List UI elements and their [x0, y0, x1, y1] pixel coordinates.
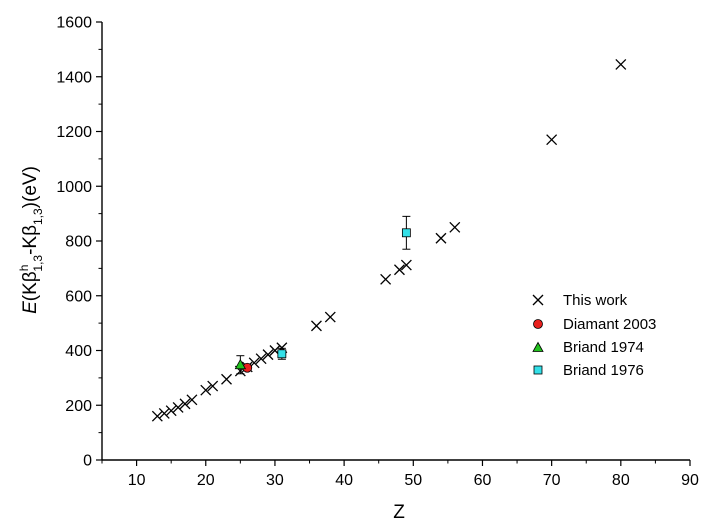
- x-tick-label: 90: [681, 472, 699, 489]
- data-point-this-work: [400, 259, 412, 271]
- legend-label-this-work: This work: [563, 292, 628, 309]
- legend-label-briand-1976: Briand 1976: [563, 362, 644, 379]
- data-point-this-work: [221, 373, 232, 385]
- x-tick-label: 70: [543, 472, 561, 489]
- x-tick-label: 60: [474, 472, 492, 489]
- data-point-this-work: [158, 408, 170, 419]
- x-axis-title: Z: [393, 502, 405, 523]
- legend-marker-briand-1974: [532, 341, 544, 352]
- data-point-this-work: [200, 384, 212, 396]
- data-point-briand-1974: [234, 358, 247, 370]
- data-point-this-work: [449, 221, 461, 233]
- y-tick-label: 1600: [56, 15, 92, 32]
- axes: [101, 22, 690, 461]
- y-axis-title-sub2: 1,3: [31, 208, 45, 225]
- x-tick-label: 80: [612, 472, 630, 489]
- y-tick-label: 1000: [56, 179, 92, 196]
- legend-label-diamant-2003: Diamant 2003: [563, 316, 656, 333]
- data-point-this-work: [151, 410, 163, 422]
- error-bars: [236, 215, 411, 375]
- data-point-this-work: [165, 405, 177, 417]
- y-tick-label: 400: [65, 343, 92, 360]
- data-point-briand-1976: [401, 228, 411, 238]
- y-tick-label: 800: [65, 234, 92, 251]
- y-tick-label: 1200: [56, 124, 92, 141]
- legend-marker-this-work: [532, 294, 544, 306]
- y-axis-title-mid: -Kβ: [20, 225, 41, 255]
- data-point-this-work: [172, 401, 184, 413]
- data-point-this-work: [435, 232, 447, 244]
- data-point-this-work: [324, 311, 336, 323]
- data-point-this-work: [380, 273, 392, 285]
- x-tick-label: 20: [197, 472, 215, 489]
- data-point-this-work: [262, 349, 274, 361]
- y-axis-title-symbol: E: [20, 301, 41, 314]
- legend: This work Diamant 2003 Briand 1974 Brian…: [532, 292, 656, 379]
- x-tick-label: 40: [335, 472, 353, 489]
- tick-labels: 10 20 30 40 50 60 70 80 90 0 200 400 600 800 1000 1200 1…: [56, 15, 699, 490]
- data-point-this-work: [186, 394, 198, 406]
- data-point-this-work: [310, 320, 322, 332]
- legend-label-briand-1974: Briand 1974: [563, 339, 644, 356]
- y-tick-label: 0: [83, 453, 92, 470]
- data-point-briand-1976: [277, 349, 287, 359]
- data-point-this-work: [179, 398, 191, 410]
- x-tick-label: 10: [128, 472, 146, 489]
- ticks: [96, 21, 691, 466]
- data-point-this-work: [393, 264, 405, 276]
- data-point-this-work: [255, 353, 267, 365]
- y-axis-title-sup: h: [17, 265, 31, 272]
- data-points: [151, 58, 627, 422]
- y-axis-title-sub1: 1,3: [31, 255, 45, 272]
- y-axis-title-close: )(eV): [20, 166, 41, 208]
- y-axis-title-open: (Kβ: [20, 271, 41, 301]
- x-tick-label: 50: [404, 472, 422, 489]
- y-tick-label: 1400: [56, 69, 92, 86]
- y-axis-title: E(Kβh1,3-Kβ1,3)(eV): [17, 166, 45, 314]
- legend-marker-diamant-2003: [533, 319, 543, 329]
- x-tick-label: 30: [266, 472, 284, 489]
- data-point-this-work: [546, 134, 558, 146]
- data-point-this-work: [615, 58, 627, 70]
- y-tick-label: 200: [65, 398, 92, 415]
- data-point-this-work: [207, 380, 219, 392]
- y-tick-label: 600: [65, 288, 92, 305]
- legend-marker-briand-1976: [533, 365, 543, 375]
